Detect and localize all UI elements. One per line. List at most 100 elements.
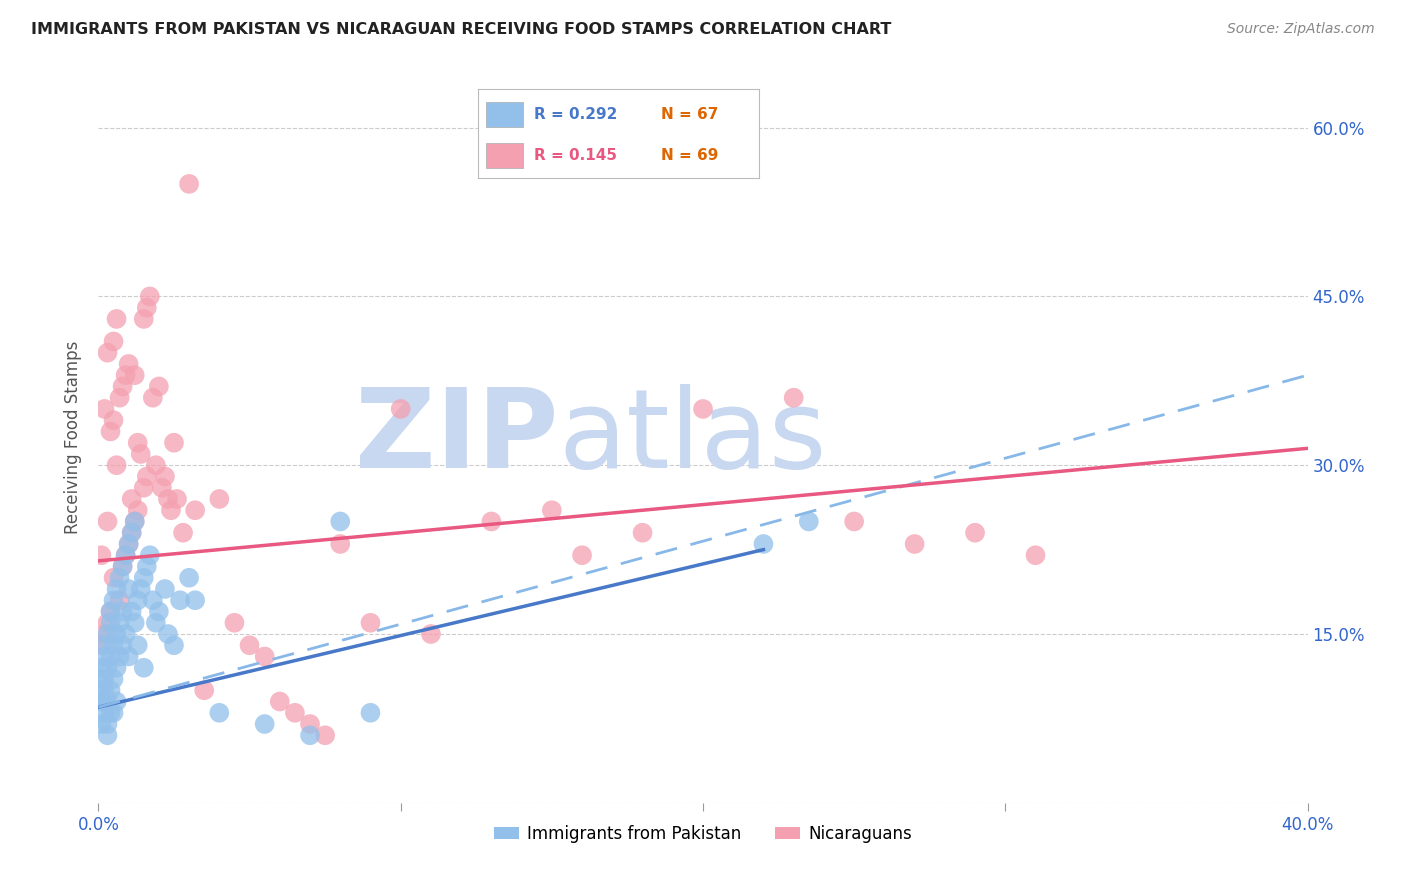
Point [105,694,128,708]
Point [93,683,115,698]
Point [129,582,152,596]
Point [224,615,246,630]
Point [127,503,149,517]
Point [132,312,155,326]
Point [105,458,128,473]
Point [135,469,157,483]
Point [299,717,322,731]
Point [108,615,131,630]
Point [121,491,143,506]
Point [797,515,820,529]
Text: atlas: atlas [558,384,827,491]
Point [135,301,157,315]
Y-axis label: Receiving Food Stamps: Receiving Food Stamps [65,341,83,533]
Point [179,571,201,585]
Point [90,672,112,686]
Point [93,706,115,720]
Point [1024,548,1046,562]
Point [481,515,503,529]
Point [114,548,136,562]
Point [100,605,122,619]
Point [420,627,443,641]
Bar [486,143,523,168]
Point [118,649,141,664]
Point [108,649,131,664]
Text: N = 69: N = 69 [661,148,718,162]
Point [844,515,866,529]
Point [96,717,118,731]
Point [121,605,143,619]
Point [105,582,128,596]
Text: R = 0.292: R = 0.292 [534,107,617,121]
Bar [486,102,523,127]
Point [299,728,322,742]
Legend: Immigrants from Pakistan, Nicaraguans: Immigrants from Pakistan, Nicaraguans [488,818,918,849]
Point [132,571,155,585]
Point [145,615,167,630]
Text: ZIP: ZIP [354,384,558,491]
Point [156,491,179,506]
Point [124,515,146,529]
Point [93,638,115,652]
Point [118,537,141,551]
Point [111,559,134,574]
Point [108,571,131,585]
Point [103,593,125,607]
Point [100,683,122,698]
Point [253,649,276,664]
Point [100,425,122,439]
Point [163,435,186,450]
Point [108,391,131,405]
Point [169,593,191,607]
Point [114,368,136,383]
Point [105,661,128,675]
Point [179,177,201,191]
Point [103,672,125,686]
Point [96,345,118,359]
Point [127,435,149,450]
Point [90,638,112,652]
Point [96,515,118,529]
Point [156,627,179,641]
Point [114,548,136,562]
Point [132,661,155,675]
Point [329,515,352,529]
Point [124,515,146,529]
Point [114,627,136,641]
Point [103,638,125,652]
Point [96,661,118,675]
Point [965,525,987,540]
Point [172,525,194,540]
Point [127,593,149,607]
Point [314,728,336,742]
Point [139,548,162,562]
Point [100,706,122,720]
Point [96,728,118,742]
Point [121,525,143,540]
Point [100,649,122,664]
Point [160,503,183,517]
Point [193,683,215,698]
Point [124,368,146,383]
Point [90,683,112,698]
Point [103,334,125,349]
Point [692,401,714,416]
Point [148,379,170,393]
Point [783,391,806,405]
Point [208,706,231,720]
Point [105,312,128,326]
Point [752,537,775,551]
Point [389,401,412,416]
Point [108,593,131,607]
Text: IMMIGRANTS FROM PAKISTAN VS NICARAGUAN RECEIVING FOOD STAMPS CORRELATION CHART: IMMIGRANTS FROM PAKISTAN VS NICARAGUAN R… [31,22,891,37]
Point [90,661,112,675]
Point [360,706,382,720]
Point [142,391,165,405]
Point [124,615,146,630]
Point [100,615,122,630]
Point [253,717,276,731]
Point [90,694,112,708]
Point [103,571,125,585]
Point [103,413,125,427]
Point [93,672,115,686]
